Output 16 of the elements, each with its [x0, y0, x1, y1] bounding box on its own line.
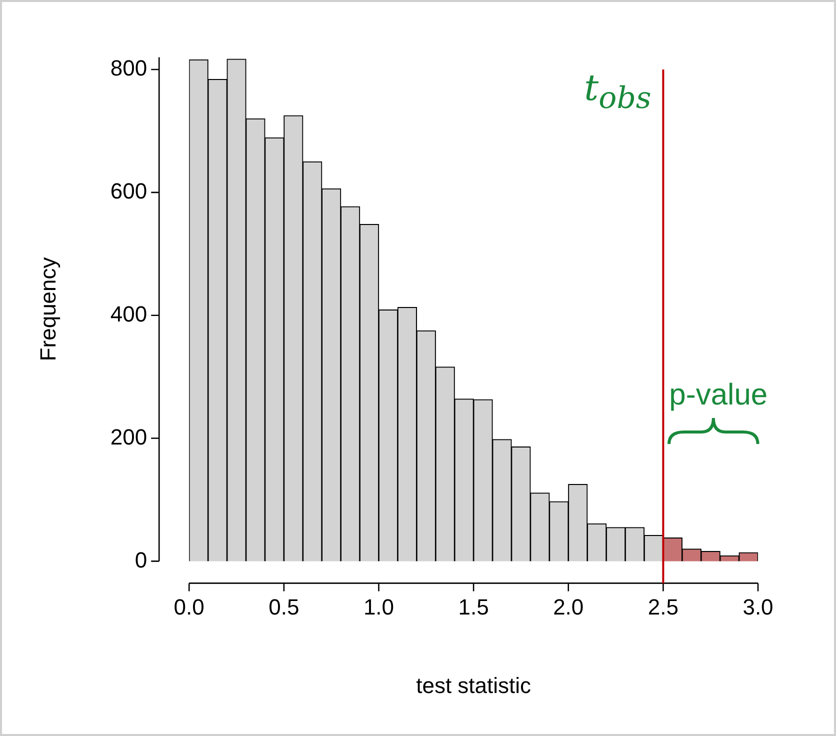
x-tick-label: 1.5	[458, 594, 489, 620]
x-tick-label: 1.0	[363, 594, 394, 620]
y-tick-label: 800	[110, 56, 148, 81]
x-tick-label: 2.5	[648, 594, 678, 620]
x-tick-label: 0.0	[174, 594, 204, 620]
y-axis-title: Frequency	[35, 257, 60, 362]
x-tick-label: 2.0	[553, 594, 584, 620]
annotation: p-value	[669, 378, 768, 412]
y-tick-label: 200	[110, 424, 148, 450]
x-axis-title: test statistic	[416, 672, 532, 698]
x-tick-label: 0.5	[268, 594, 300, 620]
y-tick-label: 600	[110, 178, 148, 204]
x-tick-label: 3.0	[742, 594, 774, 620]
y-tick-label: 0	[134, 547, 148, 572]
y-tick-label: 400	[110, 301, 148, 326]
ref-line-label: t$_{obs}$	[584, 68, 652, 116]
